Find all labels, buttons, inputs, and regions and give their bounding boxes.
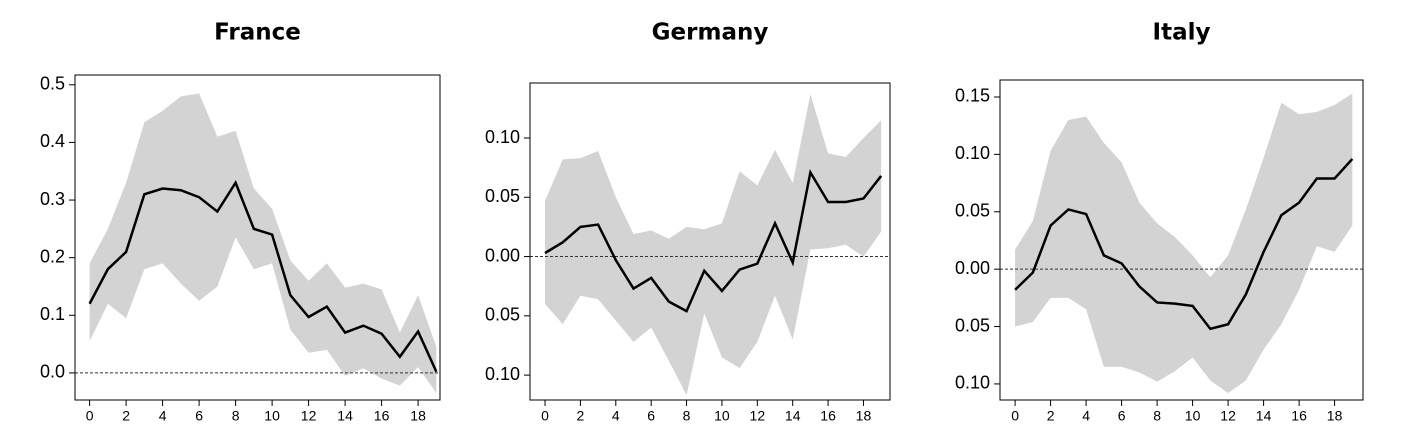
y-tick-label: 0.05: [485, 305, 520, 325]
line: [544, 168, 883, 313]
confidence-band: [545, 94, 882, 396]
y-tick-label: 0.10: [955, 373, 990, 393]
x-tick-label: 14: [1256, 408, 1272, 424]
x-tick-label: 4: [1082, 408, 1090, 424]
x-tick-label: 2: [122, 408, 130, 424]
chart-title: Italy: [1153, 20, 1211, 46]
x-tick-label: 0: [86, 408, 94, 424]
y-tick-label: 0.10: [955, 143, 990, 163]
x-tick-label: 6: [195, 408, 203, 424]
chart-title: Germany: [652, 20, 769, 46]
x-tick-label: 16: [820, 408, 836, 424]
y-tick-label: 0.05: [485, 186, 520, 206]
y-tick-label: 0.3: [40, 189, 65, 209]
x-tick-label: 6: [1118, 408, 1126, 424]
y-tick-label: 0.0: [40, 362, 65, 382]
x-tick-label: 8: [683, 408, 691, 424]
x-tick-label: 10: [714, 408, 730, 424]
x-tick-label: 14: [785, 408, 801, 424]
y-tick-label: 0.05: [955, 201, 990, 221]
x-tick-label: 6: [647, 408, 655, 424]
plot-frame: [999, 79, 1364, 401]
confidence-band: [89, 93, 437, 394]
x-tick-label: 4: [612, 408, 620, 424]
y-tick-label: 0.10: [485, 127, 520, 147]
y-tick-label: 0.5: [40, 74, 65, 94]
plot-frame: [529, 82, 891, 401]
y-tick-label: 0.15: [955, 86, 990, 106]
x-tick-label: 18: [856, 408, 872, 424]
x-tick-label: 12: [750, 408, 766, 424]
x-tick-label: 8: [232, 408, 240, 424]
x-tick-label: 16: [374, 408, 390, 424]
confidence-band: [1015, 93, 1353, 394]
chart-title: France: [214, 20, 301, 46]
y-tick-label: 0.2: [40, 246, 65, 266]
x-tick-label: 4: [159, 408, 167, 424]
line: [1014, 158, 1354, 331]
x-tick-label: 18: [410, 408, 426, 424]
y-tick-label: 0.05: [955, 315, 990, 335]
plot-frame: [74, 74, 441, 401]
y-tick-label: 0.4: [40, 131, 65, 151]
y-tick-label: 0.1: [40, 304, 65, 324]
x-tick-label: 16: [1291, 408, 1307, 424]
x-tick-label: 12: [1220, 408, 1236, 424]
y-tick-label: 0.10: [485, 364, 520, 384]
x-tick-label: 18: [1327, 408, 1343, 424]
x-tick-label: 10: [1185, 408, 1201, 424]
y-tick-label: 0.00: [485, 245, 520, 265]
y-tick-label: 0.00: [955, 258, 990, 278]
x-tick-label: 14: [337, 408, 353, 424]
x-tick-label: 8: [1153, 408, 1161, 424]
x-tick-label: 0: [541, 408, 549, 424]
x-tick-label: 12: [301, 408, 317, 424]
x-tick-label: 10: [264, 408, 280, 424]
x-tick-label: 2: [1047, 408, 1055, 424]
line: [88, 180, 438, 373]
x-tick-label: 0: [1011, 408, 1019, 424]
x-tick-label: 2: [577, 408, 585, 424]
